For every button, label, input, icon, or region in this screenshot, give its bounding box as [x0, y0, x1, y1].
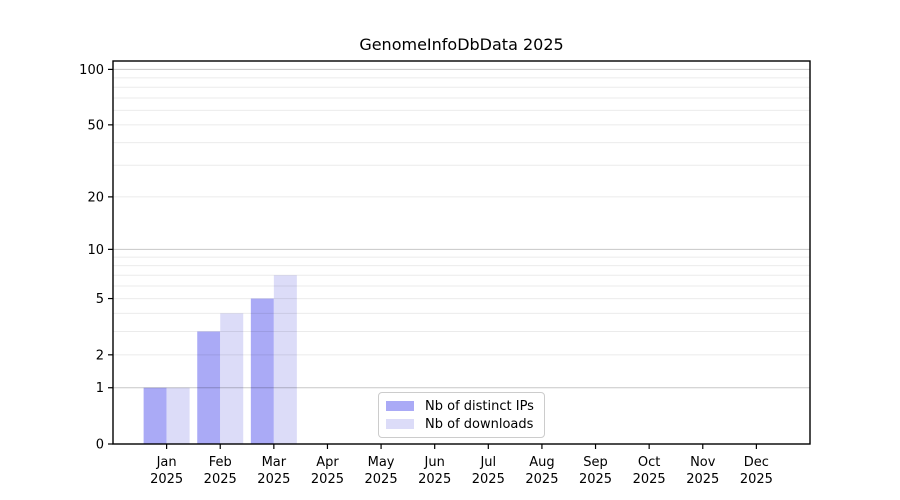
legend-label: Nb of distinct IPs [425, 398, 534, 414]
legend-item: Nb of distinct IPs [386, 400, 536, 413]
x-tick-label-year: 2025 [579, 472, 612, 487]
x-tick-label-month: Nov [690, 455, 716, 470]
bar-series1-feb [197, 331, 221, 444]
x-tick-label-month: Jan [156, 455, 177, 470]
x-tick-label-month: Feb [209, 455, 232, 470]
x-tick-label-month: Jul [479, 455, 496, 470]
legend-label: Nb of downloads [425, 416, 534, 432]
x-tick-label-year: 2025 [418, 472, 451, 487]
x-tick-label-year: 2025 [150, 472, 183, 487]
x-tick-label-year: 2025 [686, 472, 719, 487]
x-tick-label-year: 2025 [204, 472, 237, 487]
legend-item: Nb of downloads [386, 418, 536, 431]
x-tick-label-month: Jun [424, 455, 445, 470]
plot-frame [112, 60, 811, 445]
x-tick-label-month: Mar [262, 455, 287, 470]
x-tick-label-month: Dec [744, 455, 769, 470]
legend-swatch-icon [386, 419, 414, 429]
x-tick-label-year: 2025 [257, 472, 290, 487]
bar-series1-jan [143, 387, 167, 444]
y-tick-label: 100 [79, 63, 104, 78]
y-tick-label: 5 [96, 292, 104, 307]
y-tick-label: 10 [87, 243, 104, 258]
y-tick-label: 1 [96, 381, 104, 396]
y-tick-label: 0 [96, 438, 104, 453]
x-tick-label-month: Sep [583, 455, 608, 470]
x-tick-label-year: 2025 [740, 472, 773, 487]
x-tick-label-year: 2025 [633, 472, 666, 487]
x-tick-label-year: 2025 [472, 472, 505, 487]
x-tick-label-year: 2025 [365, 472, 398, 487]
x-tick-label-month: Oct [638, 455, 660, 470]
chart-title: GenomeInfoDbData 2025 [359, 35, 564, 54]
bar-series1-mar [250, 298, 274, 444]
y-tick-label: 50 [87, 118, 104, 133]
y-tick-label: 20 [87, 190, 104, 205]
x-tick-label-year: 2025 [311, 472, 344, 487]
x-tick-label-month: Aug [529, 455, 554, 470]
y-tick-label: 2 [96, 348, 104, 363]
x-tick-label-month: Apr [316, 455, 339, 470]
bar-series2-mar [273, 275, 297, 444]
bar-series2-jan [166, 387, 190, 444]
x-tick-label-year: 2025 [525, 472, 558, 487]
x-tick-label-month: May [368, 455, 395, 470]
legend: Nb of distinct IPs Nb of downloads [378, 392, 545, 438]
legend-swatch-icon [386, 401, 414, 411]
bar-series2-feb [220, 313, 244, 444]
